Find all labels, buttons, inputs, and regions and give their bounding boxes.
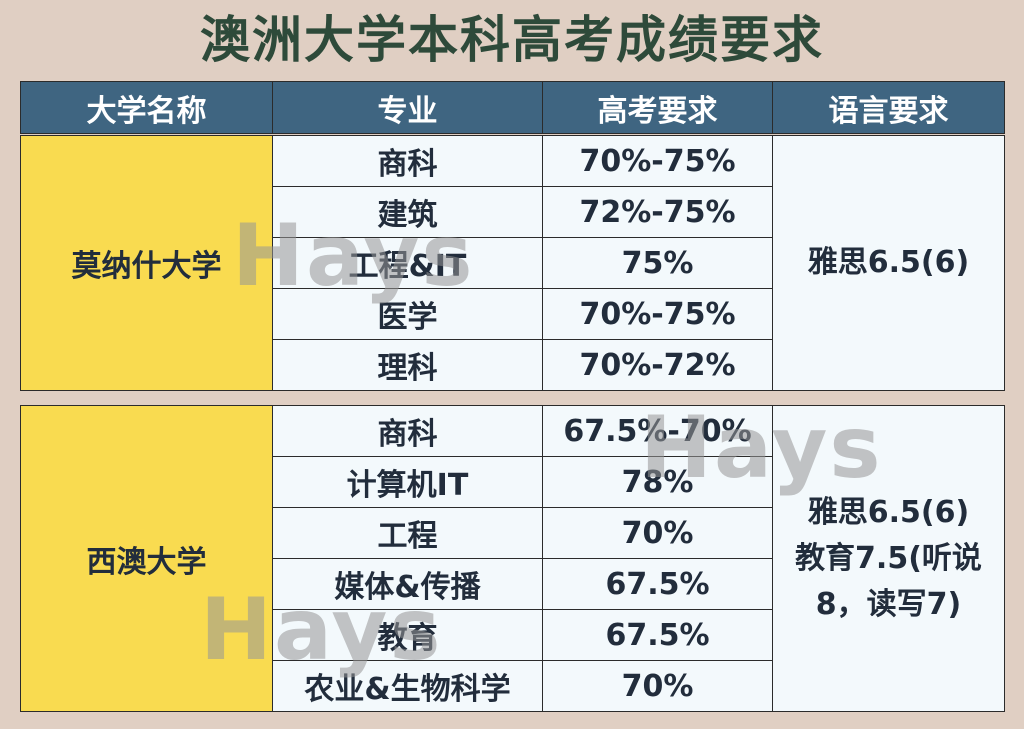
major-cell: 商科 <box>272 405 543 457</box>
requirement-cell: 70% <box>542 660 773 712</box>
table-row: 医学 70%-75% <box>21 288 1005 340</box>
major-cell: 教育 <box>272 609 543 661</box>
table-row: 计算机IT 78% <box>21 456 1005 508</box>
requirement-cell: 70%-75% <box>542 288 773 340</box>
major-cell: 计算机IT <box>272 456 543 508</box>
header-gaokao: 高考要求 <box>542 81 773 134</box>
requirement-cell: 75% <box>542 237 773 289</box>
requirement-cell: 72%-75% <box>542 186 773 238</box>
requirement-cell: 70%-72% <box>542 339 773 391</box>
table-row: 莫纳什大学 商科 70%-75% 雅思6.5(6) <box>20 135 1005 391</box>
major-cell: 工程 <box>272 507 543 559</box>
table-header: 大学名称 专业 高考要求 语言要求 <box>20 81 1005 134</box>
table-row: 工程 70% <box>21 507 1005 559</box>
major-cell: 商科 <box>272 135 543 187</box>
language-cell: 雅思6.5(6) <box>772 135 1005 391</box>
major-cell: 建筑 <box>272 186 543 238</box>
major-cell: 理科 <box>272 339 543 391</box>
requirement-cell: 67.5% <box>542 558 773 610</box>
requirement-cell: 78% <box>542 456 773 508</box>
table-row: 西澳大学 商科 67.5%-70% 雅思6.5(6) 教育7.5(听说 8，读写… <box>20 405 1005 712</box>
language-cell: 雅思6.5(6) 教育7.5(听说 8，读写7) <box>772 405 1005 712</box>
table-row: 理科 70%-72% <box>21 339 1005 391</box>
language-line: 雅思6.5(6) <box>807 494 970 530</box>
university-name: 莫纳什大学 <box>20 135 273 391</box>
page-title: 澳洲大学本科高考成绩要求 <box>200 11 824 69</box>
major-cell: 医学 <box>272 288 543 340</box>
language-line: 雅思6.5(6) <box>807 245 970 280</box>
table-row: 农业&生物科学 70% <box>21 660 1005 712</box>
language-line: 8，读写7) <box>815 586 962 622</box>
language-line: 教育7.5(听说 <box>795 540 982 576</box>
header-university: 大学名称 <box>20 81 273 134</box>
table-row: 建筑 72%-75% <box>21 186 1005 238</box>
requirement-cell: 67.5%-70% <box>542 405 773 457</box>
table-row: 媒体&传播 67.5% <box>21 558 1005 610</box>
header-language: 语言要求 <box>772 81 1005 134</box>
major-cell: 媒体&传播 <box>272 558 543 610</box>
requirement-cell: 67.5% <box>542 609 773 661</box>
uwa-table: 西澳大学 商科 67.5%-70% 雅思6.5(6) 教育7.5(听说 8，读写… <box>20 405 1005 712</box>
university-name: 西澳大学 <box>20 405 273 712</box>
major-cell: 工程&IT <box>272 237 543 289</box>
monash-table: 莫纳什大学 商科 70%-75% 雅思6.5(6) 建筑 72%-75% 工程&… <box>20 135 1005 391</box>
major-cell: 农业&生物科学 <box>272 660 543 712</box>
requirement-cell: 70% <box>542 507 773 559</box>
header-major: 专业 <box>272 81 543 134</box>
requirement-cell: 70%-75% <box>542 135 773 187</box>
